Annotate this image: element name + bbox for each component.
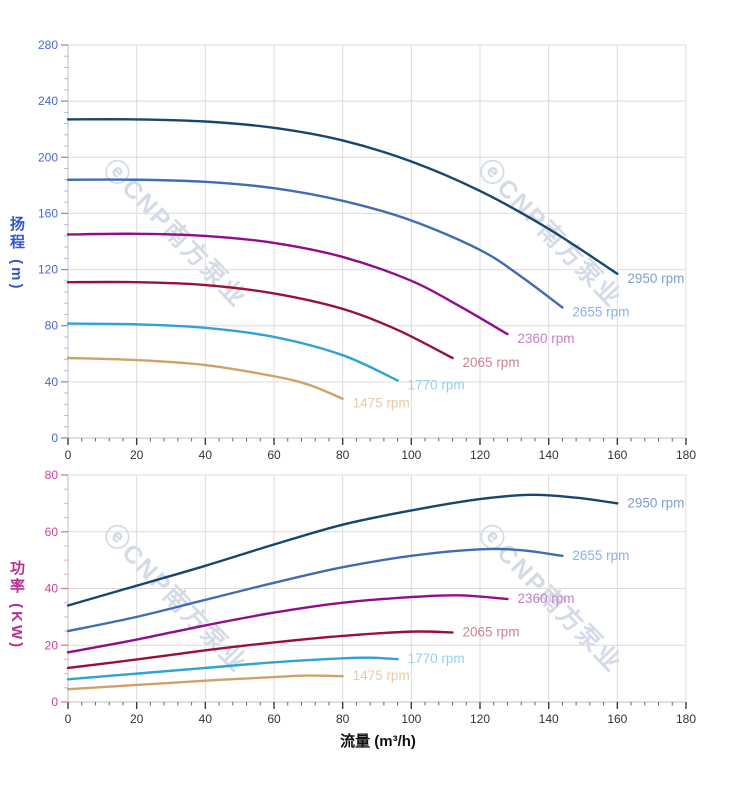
- x-tick-label: 20: [130, 712, 144, 726]
- x-tick-label: 20: [130, 448, 144, 462]
- curve-1770rpm: [66, 656, 399, 681]
- y-tick-label: 80: [45, 468, 59, 482]
- curve-2950rpm: [66, 118, 619, 275]
- flow-axis-title: 流量 (m³/h): [340, 733, 416, 750]
- y-tick-label: 200: [38, 150, 58, 164]
- x-tick-label: 160: [607, 712, 627, 726]
- y-tick-label: 0: [51, 431, 58, 445]
- x-tick-label: 160: [607, 448, 627, 462]
- curve-1475rpm: [66, 356, 344, 400]
- curve-2655rpm: [66, 547, 564, 633]
- curve-2065rpm: [66, 280, 454, 360]
- series-label-1475rpm: 1475 rpm: [353, 396, 410, 411]
- x-tick-label: 140: [539, 712, 559, 726]
- series-label-2360rpm: 2360 rpm: [517, 591, 574, 606]
- x-tick-label: 40: [199, 448, 213, 462]
- series-label-2065rpm: 2065 rpm: [463, 355, 520, 370]
- x-tick-label: 140: [539, 448, 559, 462]
- x-tick-label: 180: [676, 448, 696, 462]
- y-tick-label: 40: [45, 582, 59, 596]
- power-axis-title: 功率 (KW): [8, 560, 25, 651]
- series-label-2950rpm: 2950 rpm: [627, 271, 684, 286]
- curve-1770rpm: [66, 322, 399, 382]
- series-label-2360rpm: 2360 rpm: [517, 331, 574, 346]
- series-label-1770rpm: 1770 rpm: [408, 377, 465, 392]
- head-vs-flow-chart: 0 20 40 60 80 100 120 140 160 180 0 40 80 120 160 200 24…: [38, 38, 696, 462]
- x-tick-label: 60: [267, 448, 281, 462]
- y-tick-label: 120: [38, 263, 58, 277]
- x-tick-label: 180: [676, 712, 696, 726]
- x-tick-label: 0: [65, 712, 72, 726]
- power-vs-flow-chart: 0 20 40 60 80 100 120 140 160 180 0 20 40 60 80 2950 rp…: [45, 468, 697, 726]
- y-tick-label: 80: [45, 319, 59, 333]
- y-tick-label: 160: [38, 206, 58, 220]
- x-tick-label: 0: [65, 448, 72, 462]
- series-label-1475rpm: 1475 rpm: [353, 668, 410, 683]
- x-tick-label: 100: [401, 712, 421, 726]
- curve-1475rpm: [66, 674, 344, 691]
- y-tick-label: 40: [45, 375, 59, 389]
- curve-2065rpm: [66, 630, 454, 670]
- series-label-2655rpm: 2655 rpm: [572, 548, 629, 563]
- series-label-1770rpm: 1770 rpm: [408, 651, 465, 666]
- curve-2360rpm: [66, 232, 509, 336]
- x-tick-label: 40: [199, 712, 213, 726]
- curve-2950rpm: [66, 493, 619, 607]
- curve-2655rpm: [66, 178, 564, 309]
- x-tick-label: 100: [401, 448, 421, 462]
- y-tick-label: 20: [45, 638, 59, 652]
- x-tick-label: 120: [470, 712, 490, 726]
- series-label-2065rpm: 2065 rpm: [463, 624, 520, 639]
- y-tick-label: 280: [38, 38, 58, 52]
- head-axis-title: 扬程 (m): [8, 216, 25, 292]
- series-label-2950rpm: 2950 rpm: [627, 495, 684, 510]
- y-tick-label: 60: [45, 525, 59, 539]
- x-tick-label: 80: [336, 448, 350, 462]
- x-tick-label: 80: [336, 712, 350, 726]
- y-tick-label: 0: [51, 695, 58, 709]
- series-label-2655rpm: 2655 rpm: [572, 304, 629, 319]
- y-tick-label: 240: [38, 94, 58, 108]
- curve-2360rpm: [66, 594, 509, 654]
- x-tick-label: 120: [470, 448, 490, 462]
- x-tick-label: 60: [267, 712, 281, 726]
